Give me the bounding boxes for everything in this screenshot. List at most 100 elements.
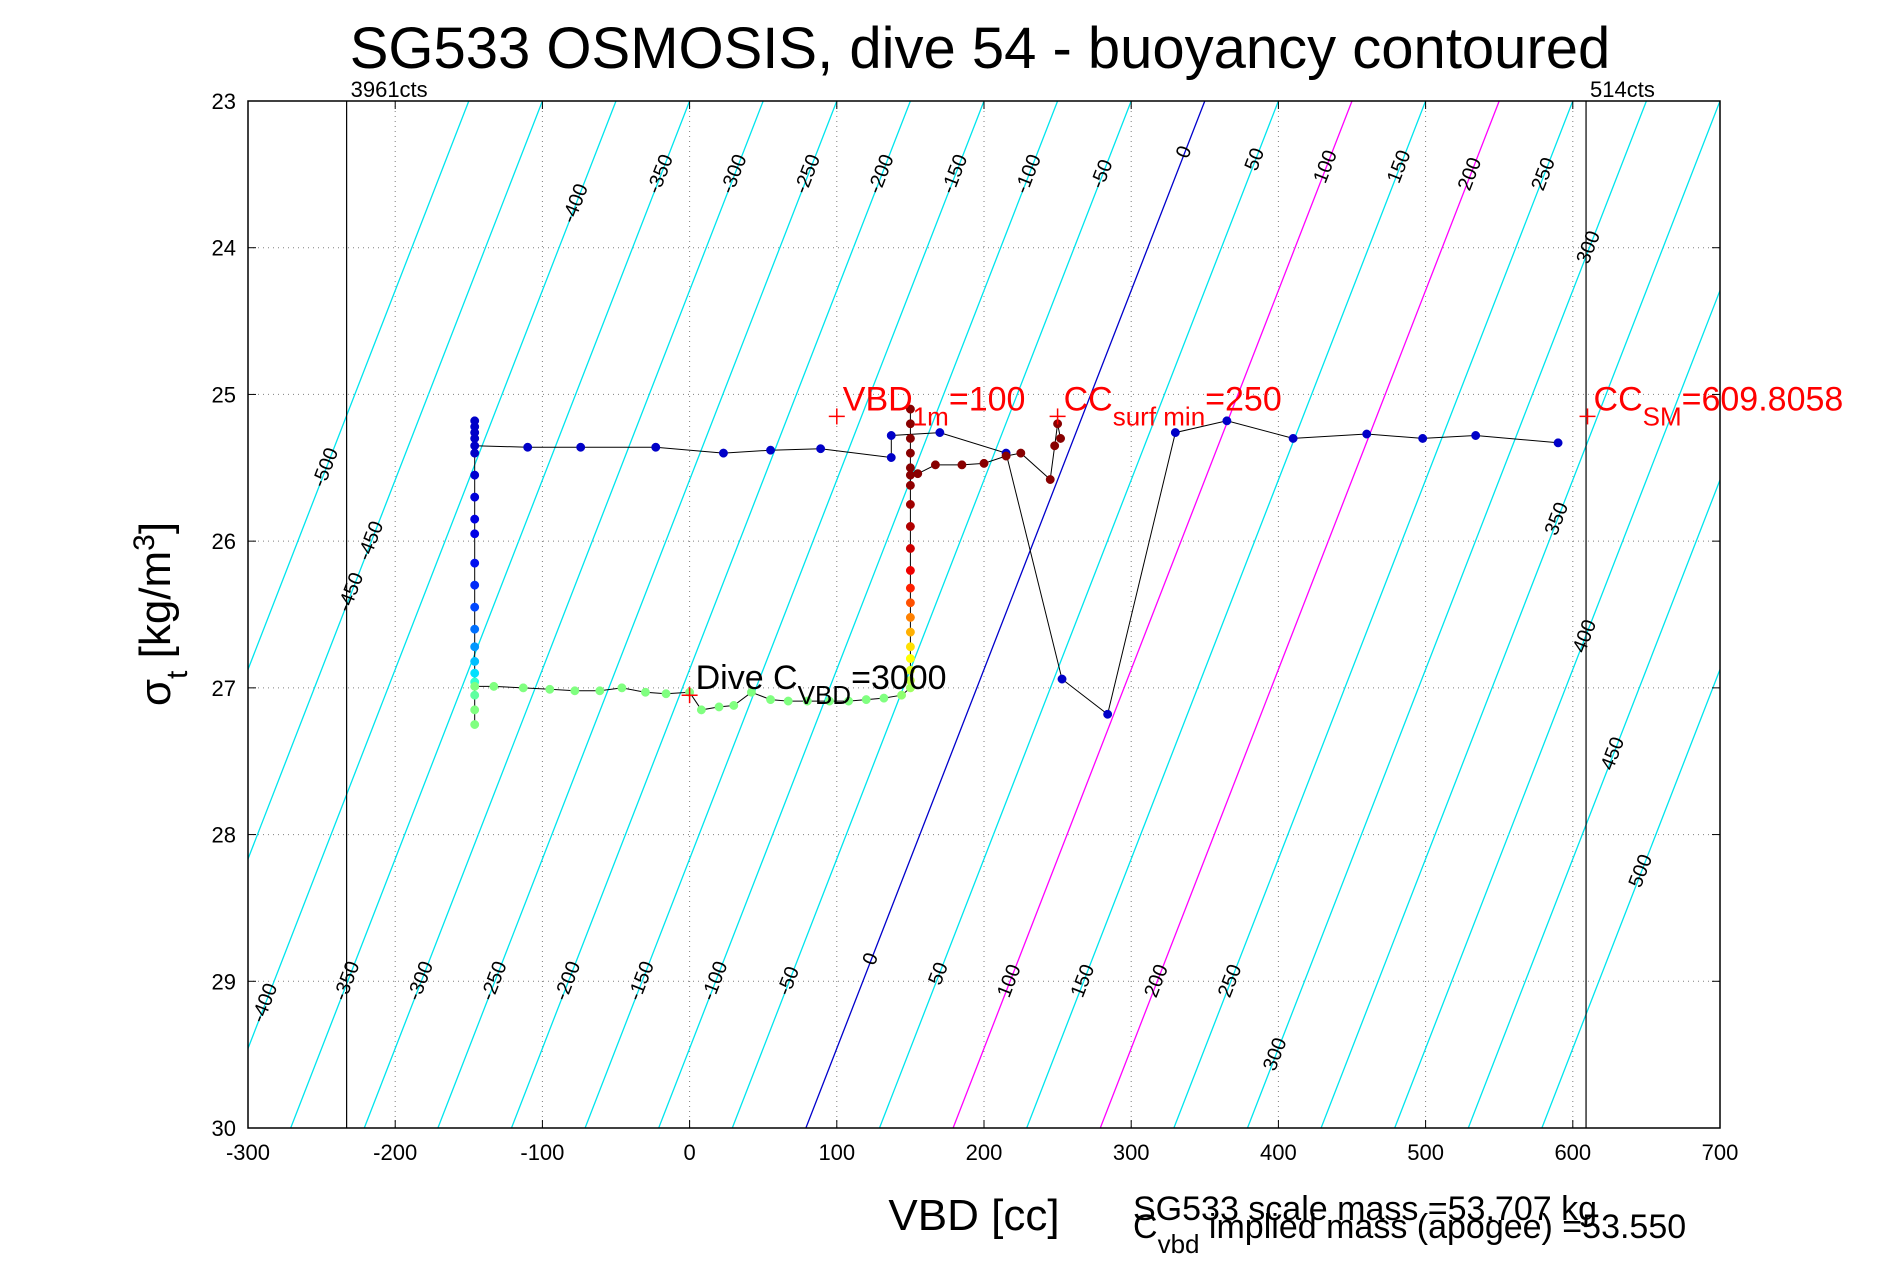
data-point — [470, 558, 480, 568]
data-point — [905, 566, 915, 575]
annotation-label: Dive CVBD=3000 — [696, 659, 947, 710]
data-point — [824, 696, 834, 706]
data-point — [1057, 674, 1067, 684]
data-point — [1418, 433, 1428, 443]
data-point — [719, 448, 728, 458]
data-point — [905, 627, 915, 637]
contour-line — [1246, 101, 1648, 1128]
x-tick-label: 700 — [1702, 1140, 1739, 1165]
x-tick-label: 300 — [1113, 1140, 1150, 1165]
contour-label: 250 — [1214, 961, 1247, 1000]
data-point — [905, 544, 915, 553]
data-point — [696, 705, 706, 715]
x-axis-label: VBD [cc] — [888, 1191, 1059, 1240]
data-point — [905, 448, 915, 458]
contour-line — [731, 101, 1132, 1128]
data-point — [979, 458, 989, 468]
data-point — [470, 681, 480, 691]
y-tick-label: 27 — [212, 676, 236, 701]
data-point — [897, 690, 907, 700]
data-point — [905, 500, 915, 509]
data-point — [935, 428, 945, 438]
annotation-label: VBD1m=100 — [843, 380, 1026, 431]
contour-label: -50 — [1087, 157, 1118, 192]
contour-label: -400 — [247, 980, 282, 1025]
contour-label: 100 — [1309, 147, 1342, 186]
data-point — [1471, 431, 1481, 440]
data-point — [957, 460, 967, 470]
contour-label: 0 — [1172, 143, 1197, 161]
dive-tracks — [474, 409, 1559, 725]
contour-line — [1467, 478, 1720, 1128]
data-point — [1050, 441, 1060, 451]
data-point — [1045, 475, 1055, 484]
contour-label: -100 — [1011, 151, 1046, 196]
contour-label: 300 — [1259, 1035, 1292, 1074]
contour-label: 250 — [1527, 155, 1560, 194]
data-point — [766, 445, 776, 455]
contour-line — [658, 101, 1059, 1128]
data-point — [470, 656, 480, 666]
contour-label: -250 — [790, 151, 825, 196]
contour-line — [1173, 101, 1574, 1128]
contour-line — [1320, 101, 1720, 1128]
data-point — [470, 448, 480, 458]
data-point — [905, 612, 915, 622]
y-axis-ticks: 23 24 25 26 27 28 29 30 — [212, 89, 1720, 1141]
buoyancy-contour-labels: -500-450-400-350 -300 -250 -200 -150 -100 -500… — [247, 143, 1657, 1074]
data-point — [470, 720, 480, 729]
contour-line — [437, 101, 838, 1128]
contour-line — [1394, 288, 1720, 1128]
contour-label: 50 — [924, 959, 953, 988]
annotation-label: CCsurf min=250 — [1064, 380, 1282, 431]
contour-line — [805, 101, 1206, 1128]
data-point — [729, 701, 739, 710]
contour-label: -100 — [698, 958, 733, 1003]
contour-line — [363, 101, 764, 1128]
data-point — [905, 665, 915, 675]
track-ascent_top — [910, 423, 1061, 481]
data-point — [640, 687, 650, 697]
data-point — [1056, 433, 1065, 443]
data-point — [783, 696, 793, 706]
data-point — [905, 654, 915, 663]
data-point — [470, 580, 480, 590]
svg-text:σt [kg/m3]: σt [kg/m3] — [128, 522, 194, 706]
contour-label: -50 — [773, 964, 804, 999]
data-point — [470, 642, 480, 652]
contour-line — [248, 101, 544, 861]
x-tick-label: 500 — [1407, 1140, 1444, 1165]
x-axis-ticks: -300 -200 -100 0 100 200 300 400 500 600 700 — [226, 101, 1738, 1165]
data-point — [746, 687, 756, 697]
data-point — [1016, 448, 1026, 458]
data-point — [617, 683, 627, 693]
data-points — [470, 404, 1563, 729]
data-point — [576, 442, 586, 452]
data-point — [1103, 709, 1113, 719]
x-tick-label: 200 — [966, 1140, 1003, 1165]
vbd-limit-lines: 3961cts 514cts — [346, 77, 1655, 1128]
vbd-limit-label: 514cts — [1590, 77, 1655, 102]
buoyancy-contours — [248, 101, 1720, 1128]
contour-label: 100 — [993, 961, 1026, 1000]
contour-label: -150 — [937, 151, 972, 196]
data-point — [523, 442, 533, 452]
x-tick-label: -200 — [373, 1140, 417, 1165]
contour-label: -300 — [717, 151, 752, 196]
data-point — [905, 433, 915, 443]
annotation-label: CCSM=609.8058 — [1594, 380, 1844, 431]
data-point — [714, 702, 724, 712]
implied-mass-note: Cvbd implied mass (apogee) =53.550 — [1133, 1208, 1686, 1259]
contour-label: 200 — [1454, 155, 1487, 194]
data-point — [1288, 433, 1298, 443]
contour-line — [878, 101, 1280, 1128]
y-tick-label: 24 — [212, 236, 236, 261]
contour-label: 0 — [858, 950, 883, 968]
data-point — [595, 686, 605, 696]
x-tick-label: 400 — [1260, 1140, 1297, 1165]
contour-label: -300 — [403, 958, 438, 1003]
data-point — [470, 602, 480, 612]
contour-line — [248, 101, 617, 1051]
data-point — [470, 690, 480, 700]
